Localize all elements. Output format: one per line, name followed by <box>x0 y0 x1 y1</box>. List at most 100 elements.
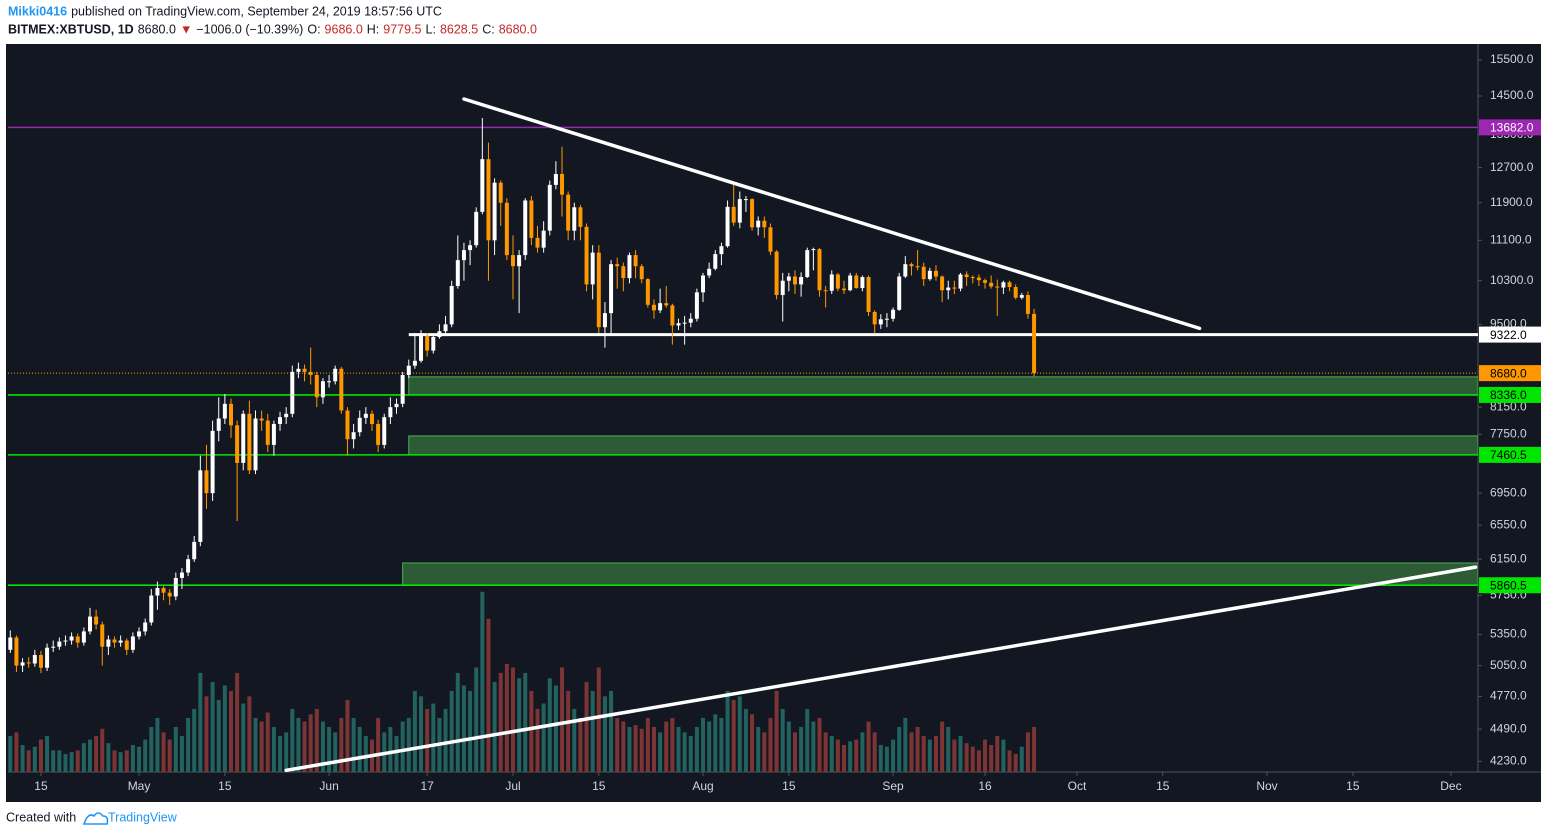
candle-body <box>2 650 6 655</box>
candle-body <box>210 430 215 494</box>
price-label-box <box>1479 119 1541 136</box>
zone <box>402 562 1478 586</box>
volume-bar <box>566 690 571 772</box>
volume-bar <box>701 717 706 772</box>
volume-bar <box>995 735 1000 772</box>
candle-body <box>57 641 62 647</box>
candle-body <box>143 622 148 632</box>
candle-body <box>94 616 99 625</box>
brand[interactable]: TradingView <box>108 810 178 824</box>
volume-bar <box>468 690 473 772</box>
candle-body <box>51 646 56 648</box>
trend-line <box>284 565 1478 772</box>
y-tick-label: 10300.0 <box>1490 273 1534 287</box>
volume-bar <box>357 726 362 772</box>
candle-body <box>541 230 546 248</box>
candle-body <box>970 277 975 279</box>
candle-body <box>719 246 724 255</box>
x-tick-label: Dec <box>1440 779 1461 793</box>
volume-bar <box>682 732 687 772</box>
plot-area <box>2 97 1478 772</box>
volume-bar <box>952 739 957 772</box>
zone <box>408 376 1478 396</box>
volume-bar <box>541 703 546 772</box>
candle-body <box>915 266 920 268</box>
volume-bar <box>510 667 515 772</box>
volume-bar <box>756 726 761 772</box>
volume-bar <box>461 685 466 772</box>
candle-body <box>627 255 632 279</box>
volume-bar <box>339 717 344 772</box>
candle-body <box>578 207 583 227</box>
volume-bar <box>596 667 601 772</box>
candle-body <box>805 250 810 278</box>
candle-body <box>602 313 607 328</box>
x-tick-label: Oct <box>1068 779 1087 793</box>
volume-bar <box>786 721 791 772</box>
symbol: BITMEX:XBTUSD, 1D <box>8 22 134 36</box>
change: −1006.0 (−10.39%) <box>196 22 303 36</box>
candle-body <box>860 277 865 289</box>
candle-body <box>621 266 626 279</box>
candle-body <box>1032 313 1037 374</box>
candle-body <box>327 381 332 383</box>
candle-body <box>88 616 92 632</box>
x-tick-label: Jun <box>319 779 338 793</box>
volume-bar <box>179 735 184 772</box>
volume-bar <box>204 696 209 772</box>
volume-bar <box>492 681 497 772</box>
candle-body <box>155 588 160 596</box>
volume-bar <box>51 750 56 772</box>
down-arrow: ▼ <box>180 22 192 36</box>
volume-bar <box>63 753 68 772</box>
candle-body <box>645 279 650 305</box>
volume-bar <box>400 721 405 772</box>
candle-body <box>161 588 166 593</box>
volume-bar <box>314 708 319 772</box>
candle-body <box>265 420 270 445</box>
candle-body <box>376 423 381 445</box>
candle-body <box>425 335 430 351</box>
x-tick-label: Sep <box>882 779 904 793</box>
price-label-box <box>1479 326 1541 343</box>
volume-bar <box>149 726 154 772</box>
candle-body <box>768 227 773 252</box>
y-tick-label: 5350.0 <box>1490 627 1527 641</box>
volume-bar <box>1001 739 1006 772</box>
candle-body <box>639 266 644 280</box>
candle-body <box>431 337 436 351</box>
volume-bar <box>284 732 289 772</box>
candle-body <box>774 251 779 296</box>
candle-body <box>1013 287 1018 298</box>
volume-bar <box>627 726 632 772</box>
candle-body <box>535 237 540 248</box>
author[interactable]: Mikki0416 <box>8 4 67 18</box>
volume-bar <box>173 726 178 772</box>
volume-bar <box>946 726 951 772</box>
volume-bar <box>670 717 675 772</box>
candle-body <box>872 312 877 325</box>
candle-body <box>946 287 951 291</box>
candle-body <box>412 360 417 366</box>
volume-bar <box>872 732 877 772</box>
candle-body <box>100 624 105 647</box>
candle-body <box>271 423 276 445</box>
candle-body <box>572 207 577 231</box>
volume-bar <box>247 696 252 772</box>
header: Mikki0416 published on TradingView.com, … <box>8 4 537 36</box>
y-tick-label: 6950.0 <box>1490 485 1527 499</box>
volume-bar <box>474 667 479 772</box>
y-tick-label: 5050.0 <box>1490 658 1527 672</box>
candle-body <box>8 637 13 650</box>
candle-body <box>566 194 571 231</box>
axes: 15500.014500.013500.012700.011900.011100… <box>34 52 1541 793</box>
volume-bar <box>26 750 31 772</box>
x-tick-label: Jul <box>505 779 520 793</box>
candle-body <box>762 220 767 228</box>
candle-body <box>780 280 785 296</box>
candle-body <box>498 182 503 203</box>
candle-body <box>1001 282 1006 288</box>
volume-bar <box>750 714 755 772</box>
volume-bar <box>443 708 448 772</box>
volume-bar <box>891 739 896 772</box>
